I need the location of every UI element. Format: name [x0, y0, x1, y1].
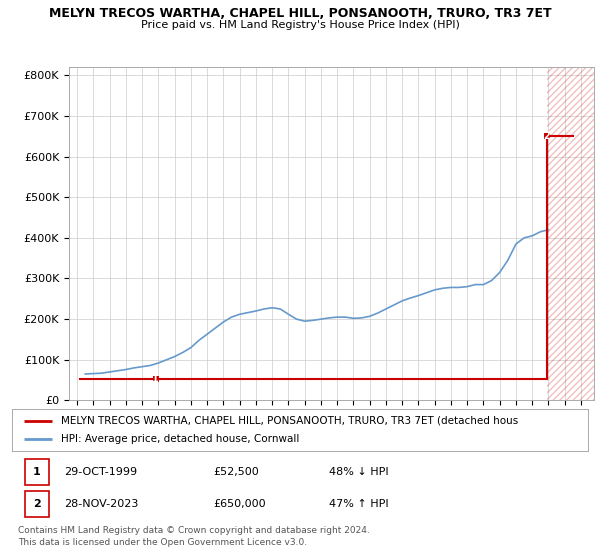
Text: 28-NOV-2023: 28-NOV-2023	[64, 500, 138, 510]
Text: 2: 2	[33, 500, 41, 510]
Text: Price paid vs. HM Land Registry's House Price Index (HPI): Price paid vs. HM Land Registry's House …	[140, 20, 460, 30]
Bar	[547, 67, 594, 400]
Text: 29-OCT-1999: 29-OCT-1999	[64, 466, 137, 477]
Text: 47% ↑ HPI: 47% ↑ HPI	[329, 500, 388, 510]
Text: 2: 2	[544, 131, 550, 141]
Text: £52,500: £52,500	[214, 466, 259, 477]
Text: £650,000: £650,000	[214, 500, 266, 510]
Text: MELYN TRECOS WARTHA, CHAPEL HILL, PONSANOOTH, TRURO, TR3 7ET (detached hous: MELYN TRECOS WARTHA, CHAPEL HILL, PONSAN…	[61, 416, 518, 426]
Text: HPI: Average price, detached house, Cornwall: HPI: Average price, detached house, Corn…	[61, 434, 299, 444]
FancyBboxPatch shape	[544, 133, 550, 139]
Text: 1: 1	[33, 466, 41, 477]
Bar	[25, 459, 49, 484]
Text: 48% ↓ HPI: 48% ↓ HPI	[329, 466, 388, 477]
Text: Contains HM Land Registry data © Crown copyright and database right 2024.
This d: Contains HM Land Registry data © Crown c…	[18, 526, 370, 547]
Bar	[25, 492, 49, 517]
FancyBboxPatch shape	[153, 376, 158, 382]
Text: MELYN TRECOS WARTHA, CHAPEL HILL, PONSANOOTH, TRURO, TR3 7ET: MELYN TRECOS WARTHA, CHAPEL HILL, PONSAN…	[49, 7, 551, 20]
Text: 1: 1	[152, 374, 159, 384]
